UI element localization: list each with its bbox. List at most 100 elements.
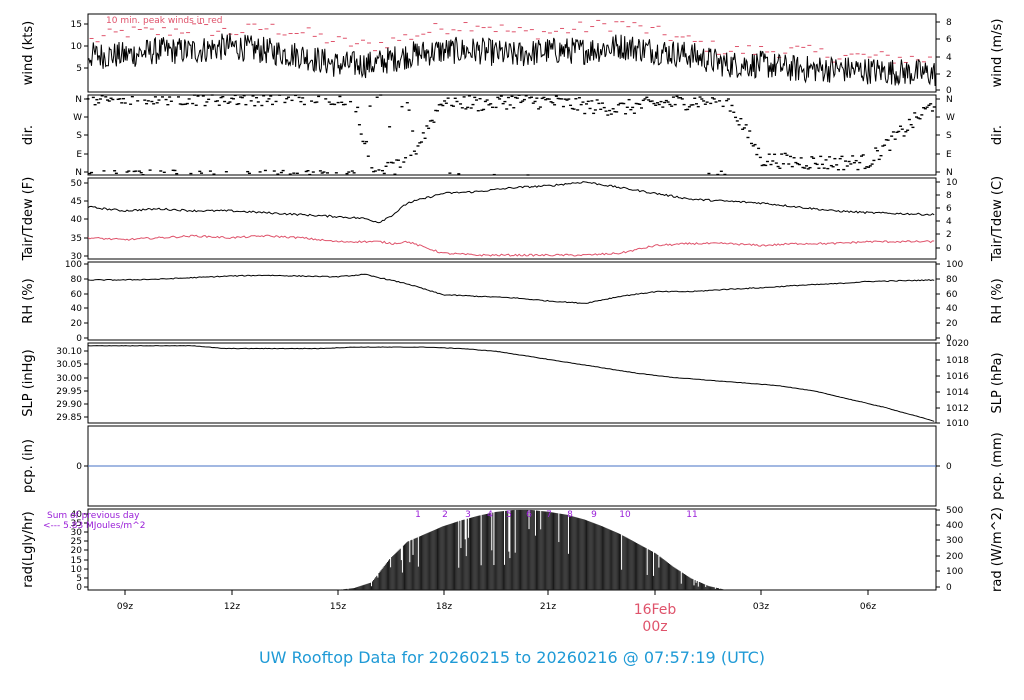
y-axis-label-left: pcp. (in) xyxy=(21,439,36,493)
y-tick-label-right: 1014 xyxy=(946,388,969,398)
daylight-hour-label: 3 xyxy=(465,510,471,520)
relative-humidity-line xyxy=(87,273,935,304)
y-tick-label-right: 500 xyxy=(946,506,963,516)
y-tick-label-left: 29.95 xyxy=(56,387,82,397)
y-tick-label-left: 29.90 xyxy=(56,400,82,410)
page-title: UW Rooftop Data for 20260215 to 20260216… xyxy=(258,648,766,667)
daylight-hour-label: 8 xyxy=(567,510,573,520)
peak-winds-note: 10 min. peak winds in red xyxy=(106,16,223,26)
x-tick-label: 12z xyxy=(224,602,240,612)
y-tick-label-left: N xyxy=(75,95,82,105)
radiation-sum-value: <--- 5.83 MJoules/m^2 xyxy=(43,521,145,531)
y-tick-label-right: 2 xyxy=(946,230,952,240)
daylight-hour-label: 2 xyxy=(442,510,448,520)
panel-wind xyxy=(84,13,940,93)
y-tick-label-right: 0 xyxy=(946,583,952,593)
panel-rh xyxy=(84,261,940,341)
y-tick-label-right: 40 xyxy=(946,304,958,314)
daylight-hour-label: 9 xyxy=(591,510,597,520)
x-tick-label: 09z xyxy=(117,602,133,612)
panel-pcp xyxy=(84,425,940,507)
y-tick-label-right: S xyxy=(946,131,952,141)
y-tick-label-right: 8 xyxy=(946,191,952,201)
panel-frame xyxy=(87,13,937,93)
y-tick-label-left: 35 xyxy=(71,519,82,529)
y-tick-label-left: 80 xyxy=(71,275,83,285)
y-tick-label-left: 40 xyxy=(71,215,83,225)
y-tick-label-left: 45 xyxy=(71,197,82,207)
daylight-hour-label: 6 xyxy=(526,510,532,520)
y-tick-label-right: 60 xyxy=(946,290,958,300)
y-tick-label-left: 100 xyxy=(65,260,82,270)
daylight-hour-label: 10 xyxy=(619,510,631,520)
daylight-hour-label: 5 xyxy=(506,510,512,520)
daylight-hour-label: 1 xyxy=(415,510,421,520)
y-tick-label-right: N xyxy=(946,168,953,178)
y-tick-label-left: 15 xyxy=(71,556,82,566)
y-tick-label-left: 35 xyxy=(71,234,82,244)
y-tick-label-left: 10 xyxy=(71,565,83,575)
y-axis-label-left: rad(Lgly/hr) xyxy=(21,511,36,587)
y-tick-label-right: 100 xyxy=(946,567,963,577)
y-tick-label-left: 20 xyxy=(71,546,83,556)
y-axis-label-right: Tair/Tdew (C) xyxy=(990,176,1005,262)
y-tick-label-right: 100 xyxy=(946,260,963,270)
y-tick-label-left: 30.00 xyxy=(56,374,82,384)
y-tick-label-left: S xyxy=(76,131,82,141)
y-axis-label-right: RH (%) xyxy=(990,278,1005,323)
x-tick-label: 15z xyxy=(330,602,346,612)
y-tick-label-right: 8 xyxy=(946,18,952,28)
y-tick-label-left: 30 xyxy=(71,252,83,262)
y-tick-label-left: N xyxy=(75,168,82,178)
panel-temp xyxy=(84,177,940,260)
daylight-hour-label: 11 xyxy=(686,510,697,520)
y-axis-label-right: SLP (hPa) xyxy=(990,352,1005,413)
y-tick-label-right: 20 xyxy=(946,319,958,329)
y-axis-label-left: dir. xyxy=(21,125,36,145)
y-tick-label-right: 1012 xyxy=(946,404,969,414)
y-tick-label-right: 300 xyxy=(946,536,963,546)
y-tick-label-left: 5 xyxy=(76,64,82,74)
y-tick-label-left: 30.10 xyxy=(56,347,82,357)
y-tick-label-left: 25 xyxy=(71,537,82,547)
y-tick-label-left: 40 xyxy=(71,304,83,314)
x-axis-date-label: 16Feb xyxy=(634,602,677,618)
y-tick-label-right: 0 xyxy=(946,462,952,472)
y-axis-label-right: dir. xyxy=(990,125,1005,145)
y-tick-label-left: 30 xyxy=(71,528,83,538)
y-tick-label-left: 0 xyxy=(76,583,82,593)
y-axis-label-left: RH (%) xyxy=(21,278,36,323)
y-tick-label-right: 4 xyxy=(946,217,952,227)
y-axis-label-left: SLP (inHg) xyxy=(21,349,36,417)
air-temperature-line xyxy=(87,181,935,224)
panel-dir xyxy=(84,94,940,176)
y-tick-label-right: 400 xyxy=(946,521,963,531)
daylight-hour-label: 4 xyxy=(487,510,493,520)
y-tick-label-right: E xyxy=(946,150,952,160)
y-tick-label-left: E xyxy=(76,150,82,160)
x-tick-label: 21z xyxy=(540,602,556,612)
panel-frame xyxy=(87,94,937,176)
y-tick-label-right: 1020 xyxy=(946,339,969,349)
y-tick-label-left: W xyxy=(73,113,82,123)
y-tick-label-right: 4 xyxy=(946,53,952,63)
panel-rad xyxy=(84,508,940,591)
y-tick-label-left: 60 xyxy=(71,290,83,300)
dewpoint-line xyxy=(87,234,935,257)
y-tick-label-right: N xyxy=(946,95,953,105)
x-tick-label: 03z xyxy=(753,602,769,612)
y-tick-label-right: 1016 xyxy=(946,372,969,382)
y-tick-label-left: 30.05 xyxy=(56,360,82,370)
y-tick-label-left: 29.85 xyxy=(56,413,82,423)
y-axis-label-right: wind (m/s) xyxy=(990,19,1005,88)
y-axis-label-right: rad (W/m^2) xyxy=(990,507,1005,592)
y-tick-label-right: 1018 xyxy=(946,356,969,366)
y-tick-label-right: 0 xyxy=(946,244,952,254)
y-tick-label-right: W xyxy=(946,113,955,123)
y-tick-label-left: 0 xyxy=(76,462,82,472)
y-tick-label-right: 6 xyxy=(946,204,952,214)
y-tick-label-right: 6 xyxy=(946,35,952,45)
panel-frame xyxy=(87,261,937,341)
y-tick-label-right: 200 xyxy=(946,552,963,562)
